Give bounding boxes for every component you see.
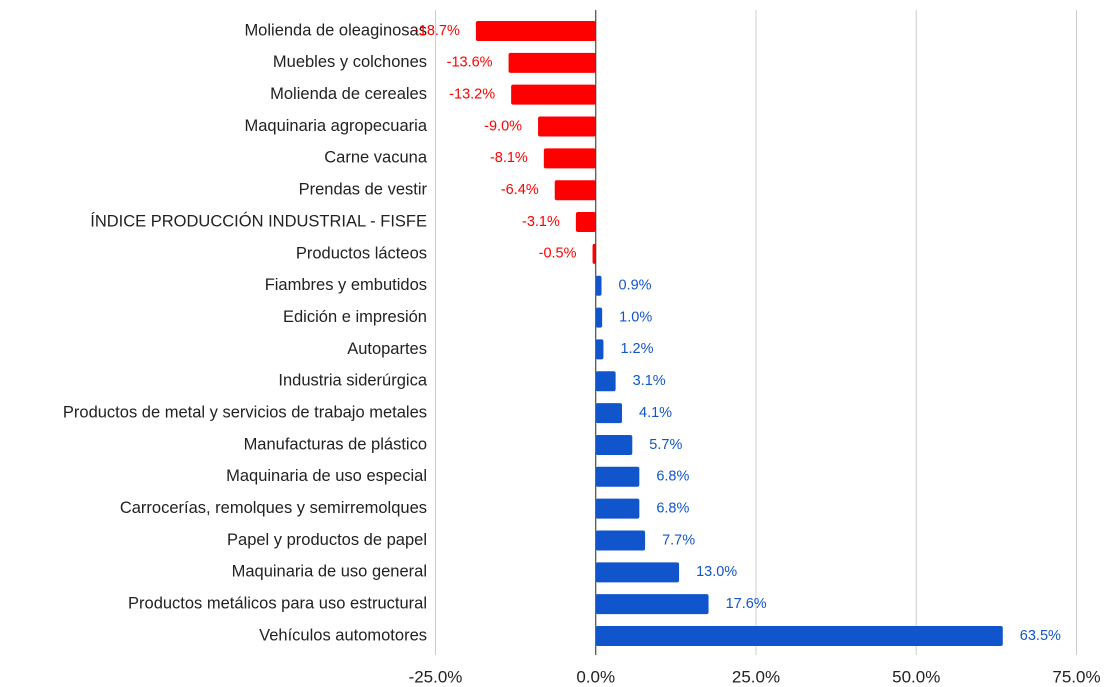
category-label: Carrocerías, remolques y semirremolques <box>120 499 427 517</box>
value-label: 1.2% <box>620 341 653 357</box>
category-label: Molienda de cereales <box>270 85 427 103</box>
category-label: Carne vacuna <box>324 149 428 167</box>
bar <box>595 275 602 296</box>
value-label: 6.8% <box>656 500 689 516</box>
value-label: -13.6% <box>447 55 493 71</box>
category-label: Papel y productos de papel <box>227 531 427 549</box>
bar <box>595 498 640 519</box>
category-label: Vehículos automotores <box>259 626 427 644</box>
bar <box>595 626 1003 646</box>
x-tick-label: 25.0% <box>732 667 780 686</box>
x-tick-label: 50.0% <box>892 667 940 686</box>
bar <box>508 52 596 73</box>
bar <box>575 212 596 233</box>
value-label: -18.7% <box>414 23 460 39</box>
bar <box>595 434 633 455</box>
bar <box>595 594 709 615</box>
value-label: 63.5% <box>1020 628 1061 644</box>
x-tick-label: 0.0% <box>576 667 615 686</box>
bar <box>592 243 596 264</box>
category-label: Industria siderúrgica <box>278 372 427 390</box>
value-label: 17.6% <box>726 596 767 612</box>
category-label: Prendas de vestir <box>299 181 428 199</box>
value-label: -9.0% <box>484 118 522 134</box>
category-label: Muebles y colchones <box>273 53 427 71</box>
bar <box>538 116 596 137</box>
bar <box>595 466 640 487</box>
category-label: Edición e impresión <box>283 308 427 326</box>
category-label: Autopartes <box>347 340 427 358</box>
category-label: Productos lácteos <box>296 244 427 262</box>
bar <box>554 180 596 201</box>
value-label: 6.8% <box>656 469 689 485</box>
category-label: Maquinaria de uso especial <box>226 467 427 485</box>
value-label: 5.7% <box>649 437 682 453</box>
bar <box>475 21 596 41</box>
category-label: Manufacturas de plástico <box>244 435 427 453</box>
bar <box>595 562 680 583</box>
value-label: -0.5% <box>539 246 577 262</box>
value-label: -13.2% <box>449 87 495 103</box>
value-label: 4.1% <box>639 405 672 421</box>
value-label: -8.1% <box>490 150 528 166</box>
category-label: Productos metálicos para uso estructural <box>128 595 427 613</box>
value-label: -3.1% <box>522 214 560 230</box>
value-label: 7.7% <box>662 532 695 548</box>
x-tick-label: -25.0% <box>409 667 463 686</box>
bar <box>595 530 646 551</box>
bar <box>595 339 604 360</box>
category-label: Molienda de oleaginosas <box>244 21 427 39</box>
bar <box>595 307 603 328</box>
value-label: 3.1% <box>633 373 666 389</box>
value-label: -6.4% <box>501 182 539 198</box>
bar <box>511 84 596 105</box>
category-label: ÍNDICE PRODUCCIÓN INDUSTRIAL - FISFE <box>90 211 427 230</box>
value-label: 0.9% <box>619 278 652 294</box>
bar <box>595 403 623 424</box>
value-label: 1.0% <box>619 309 652 325</box>
category-label: Maquinaria de uso general <box>232 563 427 581</box>
x-tick-label: 75.0% <box>1052 667 1100 686</box>
bar <box>595 371 616 392</box>
category-label: Maquinaria agropecuaria <box>244 117 427 135</box>
bar <box>543 148 596 169</box>
value-label: 13.0% <box>696 564 737 580</box>
category-label: Productos de metal y servicios de trabaj… <box>63 403 427 421</box>
category-label: Fiambres y embutidos <box>265 276 427 294</box>
